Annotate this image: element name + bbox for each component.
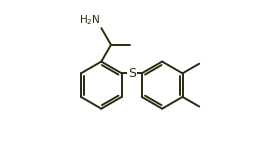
Text: S: S xyxy=(128,67,136,80)
Text: H$_2$N: H$_2$N xyxy=(79,13,100,27)
